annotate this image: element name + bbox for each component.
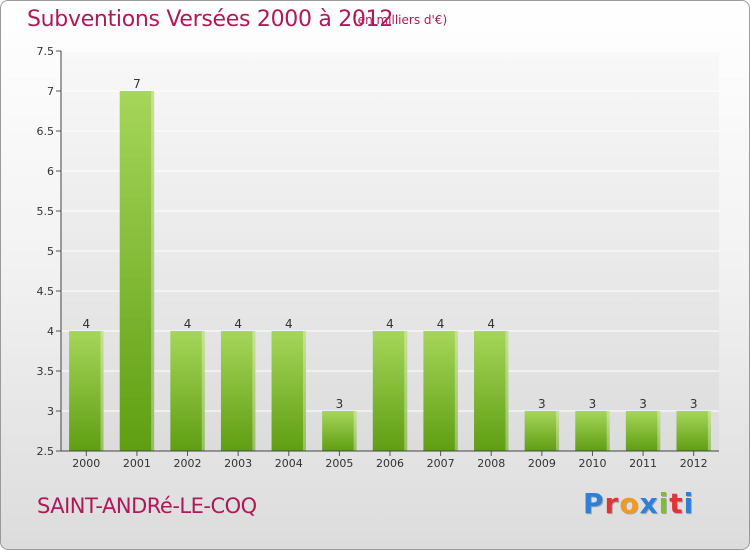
bar-2010 xyxy=(575,411,610,451)
x-tick-label: 2011 xyxy=(629,457,657,470)
logo-letter: P xyxy=(583,487,605,520)
y-tick-label: 4 xyxy=(47,325,54,338)
x-tick-label: 2012 xyxy=(680,457,708,470)
bar-highlight xyxy=(302,331,306,451)
chart-title: Subventions Versées 2000 à 2012 xyxy=(27,7,394,32)
y-tick-label: 7.5 xyxy=(37,45,55,58)
x-tick-label: 2000 xyxy=(72,457,100,470)
x-tick-label: 2009 xyxy=(528,457,556,470)
x-tick-label: 2007 xyxy=(427,457,455,470)
bar-highlight xyxy=(353,411,357,451)
data-label: 4 xyxy=(234,317,242,331)
bar-highlight xyxy=(151,91,155,451)
y-tick-label: 3 xyxy=(47,405,54,418)
data-label: 4 xyxy=(487,317,495,331)
data-label: 3 xyxy=(589,397,597,411)
bar-highlight xyxy=(100,331,104,451)
y-tick-label: 5 xyxy=(47,245,54,258)
x-tick-label: 2002 xyxy=(174,457,202,470)
bar-highlight xyxy=(252,331,256,451)
logo-letter: i xyxy=(658,487,670,520)
bar-2006 xyxy=(372,331,408,451)
data-label: 4 xyxy=(437,317,445,331)
y-tick-label: 7 xyxy=(47,85,54,98)
x-tick-label: 2010 xyxy=(578,457,606,470)
data-label: 7 xyxy=(133,77,141,91)
axes: 2.5 3 3.5 4 4.5 5 5.5 6 6.5 7 7.5 2000 2001 2002 2003 2… xyxy=(37,45,719,470)
x-tick-label: 2003 xyxy=(224,457,252,470)
proxiti-logo[interactable]: Proxiti xyxy=(583,487,694,520)
logo-letter: x xyxy=(639,487,659,520)
bar-2005 xyxy=(322,411,357,451)
bar-highlight xyxy=(454,331,458,451)
bar-highlight xyxy=(201,331,205,451)
data-label: 4 xyxy=(285,317,293,331)
logo-letter: i xyxy=(683,487,695,520)
bar-highlight xyxy=(404,331,408,451)
bar-2011 xyxy=(625,411,661,451)
logo-letter: o xyxy=(619,487,640,520)
data-label: 4 xyxy=(184,317,192,331)
chart-unit-label: (en milliers d'€) xyxy=(353,13,448,27)
bars: 4 7 4 4 4 3 4 4 4 3 3 3 3 xyxy=(69,77,711,451)
y-tick-label: 4.5 xyxy=(37,285,55,298)
x-tick-label: 2008 xyxy=(477,457,505,470)
logo-letter: t xyxy=(669,487,684,520)
bar-2012 xyxy=(676,411,711,451)
bar-2000 xyxy=(69,331,104,451)
bar-2002 xyxy=(170,331,205,451)
bar-2004 xyxy=(271,331,306,451)
bar-highlight xyxy=(657,411,661,451)
x-tick-label: 2001 xyxy=(123,457,151,470)
bar-2007 xyxy=(423,331,458,451)
y-tick-label: 5.5 xyxy=(37,205,55,218)
y-tick-label: 6.5 xyxy=(37,125,55,138)
bar-2008 xyxy=(474,331,509,451)
bar-2009 xyxy=(524,411,560,451)
data-label: 4 xyxy=(386,317,394,331)
data-label: 3 xyxy=(639,397,647,411)
data-label: 4 xyxy=(82,317,90,331)
bar-highlight xyxy=(707,411,711,451)
place-name: SAINT-ANDRé-LE-COQ xyxy=(37,494,257,518)
bar-2001 xyxy=(119,91,155,451)
data-label: 3 xyxy=(336,397,344,411)
x-tick-label: 2004 xyxy=(275,457,303,470)
x-tick-label: 2006 xyxy=(376,457,404,470)
bar-2003 xyxy=(220,331,256,451)
y-tick-label: 3.5 xyxy=(37,365,55,378)
data-label: 3 xyxy=(690,397,698,411)
y-tick-label: 6 xyxy=(47,165,54,178)
x-tick-label: 2005 xyxy=(325,457,353,470)
bar-highlight xyxy=(505,331,509,451)
data-label: 3 xyxy=(538,397,546,411)
bar-highlight xyxy=(556,411,560,451)
bar-highlight xyxy=(606,411,610,451)
y-tick-label: 2.5 xyxy=(37,445,55,458)
logo-letter: r xyxy=(604,487,620,520)
